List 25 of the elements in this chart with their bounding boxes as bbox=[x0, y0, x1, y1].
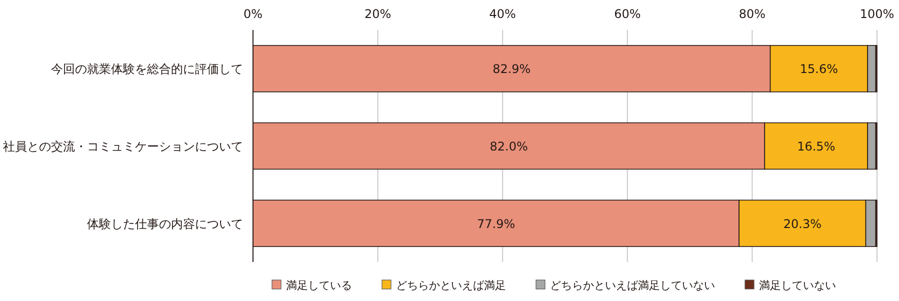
bar bbox=[865, 200, 876, 247]
data-label: 82.9% bbox=[492, 62, 531, 76]
legend-label: 満足していない bbox=[759, 279, 836, 292]
bar bbox=[867, 45, 876, 92]
data-label: 15.6% bbox=[800, 62, 838, 76]
bar bbox=[770, 45, 868, 92]
bar bbox=[764, 122, 868, 170]
x-tick-label: 80% bbox=[738, 7, 766, 21]
y-tick-label: 社員との交流・コミュミケーションについて bbox=[3, 140, 243, 154]
x-tick-label: 0% bbox=[243, 7, 263, 21]
x-tick-label: 60% bbox=[614, 7, 641, 21]
bar bbox=[738, 200, 866, 247]
x-tick-label: 100% bbox=[860, 7, 894, 21]
y-tick-label: 今回の就業体験を総合的に評価して bbox=[51, 62, 243, 76]
data-label: 77.9% bbox=[476, 216, 516, 231]
data-label: 82.0% bbox=[490, 140, 528, 154]
legend-label: どちらかといえば満足していない bbox=[550, 279, 715, 292]
data-label: 20.3% bbox=[783, 216, 822, 231]
text: 満足している bbox=[286, 279, 352, 292]
legend-label: どちらかといえば満足 bbox=[396, 279, 506, 292]
y-tick-label: 体験した仕事の内容について bbox=[87, 216, 243, 231]
data-label: 16.5% bbox=[797, 140, 836, 154]
x-tick-label: 20% bbox=[364, 7, 392, 21]
x-tick-label: 40% bbox=[489, 7, 516, 21]
bar bbox=[867, 122, 876, 170]
